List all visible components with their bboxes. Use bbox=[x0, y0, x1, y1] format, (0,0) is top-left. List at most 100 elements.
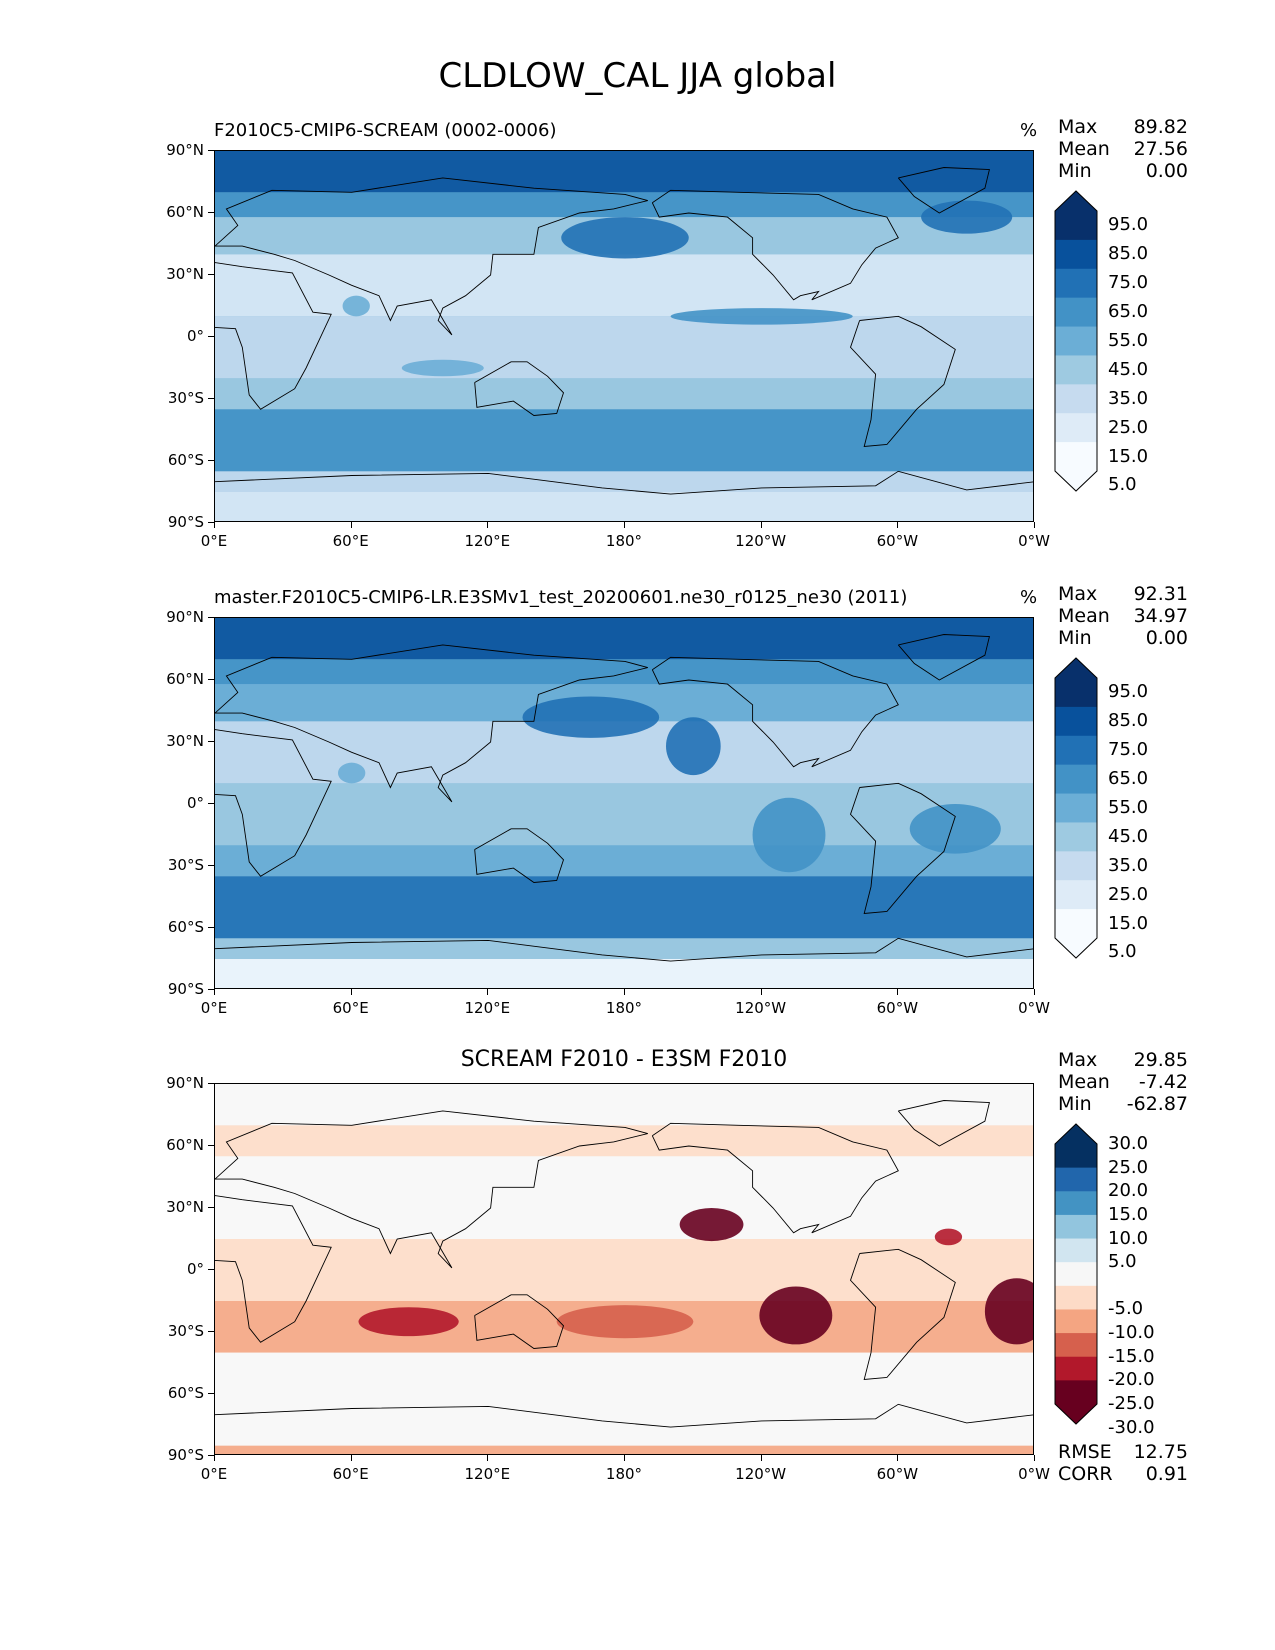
lon-tick bbox=[624, 1455, 625, 1461]
colorbar-tick-label: 5.0 bbox=[1108, 941, 1137, 963]
coastline bbox=[215, 262, 332, 410]
stat-label: RMSE bbox=[1058, 1441, 1112, 1463]
stat-label: Min bbox=[1058, 160, 1092, 182]
colorbar-tick-label: 85.0 bbox=[1108, 710, 1149, 732]
coastline bbox=[215, 937, 1033, 962]
coastline bbox=[897, 167, 990, 214]
lon-tick-label: 60°E bbox=[332, 532, 369, 550]
contour-blob bbox=[909, 804, 1001, 854]
coastline bbox=[651, 189, 899, 301]
lat-tick-label: 60°S bbox=[167, 451, 204, 469]
contour-band bbox=[215, 316, 1033, 379]
stat-value: 0.91 bbox=[1145, 1463, 1188, 1485]
contour-blob bbox=[522, 696, 660, 738]
stat-label: Max bbox=[1058, 583, 1098, 605]
lon-tick-label: 60°W bbox=[876, 1465, 919, 1483]
lat-tick-label: 30°S bbox=[167, 856, 204, 874]
stat-value: -7.42 bbox=[1138, 1071, 1188, 1093]
lon-tick bbox=[897, 522, 899, 528]
stat-value: 34.97 bbox=[1133, 605, 1188, 627]
contour-band bbox=[215, 1125, 1033, 1157]
stat-value: 89.82 bbox=[1133, 116, 1188, 138]
coastline bbox=[651, 1122, 899, 1234]
lon-tick bbox=[487, 1455, 489, 1461]
colorbar-tick-label: 15.0 bbox=[1108, 445, 1149, 467]
lon-tick bbox=[214, 989, 215, 995]
lat-tick bbox=[208, 336, 214, 337]
colorbar-segment bbox=[1055, 1238, 1097, 1263]
stat-row: Min 0.00 bbox=[1058, 627, 1188, 649]
lon-tick bbox=[760, 522, 762, 528]
contour-blob bbox=[342, 295, 370, 317]
lon-tick-label: 0°E bbox=[200, 999, 228, 1017]
colorbar-segment bbox=[1055, 384, 1097, 414]
colorbar-segment bbox=[1055, 678, 1097, 708]
lat-tick-label: 60°S bbox=[167, 918, 204, 936]
lon-tick-label: 180° bbox=[605, 532, 643, 550]
lon-tick-label: 120°E bbox=[464, 1465, 511, 1483]
colorbar-tick-label: -30.0 bbox=[1108, 1416, 1155, 1438]
contour-band bbox=[215, 1352, 1033, 1394]
lon-tick-label: 0°E bbox=[200, 532, 228, 550]
contour-blob bbox=[921, 200, 1013, 234]
contour-field bbox=[215, 618, 1033, 988]
lon-tick-label: 60°W bbox=[876, 532, 919, 550]
lat-tick bbox=[208, 398, 214, 399]
figure-title: CLDLOW_CAL JJA global bbox=[438, 56, 837, 96]
lat-tick-label: 90°N bbox=[166, 1074, 204, 1092]
stat-label: Mean bbox=[1058, 1071, 1110, 1093]
colorbar-segment bbox=[1055, 909, 1097, 939]
lat-tick bbox=[208, 274, 214, 275]
lat-tick bbox=[208, 150, 214, 151]
contour-band bbox=[215, 492, 1033, 521]
contour-blob bbox=[666, 717, 721, 776]
lat-tick bbox=[208, 927, 214, 928]
lon-tick bbox=[487, 522, 489, 528]
lat-tick bbox=[208, 617, 214, 618]
coastline bbox=[215, 470, 1033, 495]
lon-tick-label: 120°E bbox=[464, 999, 511, 1017]
lat-tick-label: 30°N bbox=[166, 265, 204, 283]
coastline bbox=[897, 634, 990, 681]
panel-title: F2010C5-CMIP6-SCREAM (0002-0006) bbox=[214, 120, 557, 141]
colorbar-segment bbox=[1055, 1380, 1097, 1405]
coastline bbox=[651, 656, 899, 768]
lon-tick bbox=[624, 522, 625, 528]
stat-value: 0.00 bbox=[1145, 160, 1188, 182]
lat-tick-label: 60°N bbox=[166, 670, 204, 688]
colorbar-segment bbox=[1055, 706, 1097, 737]
lon-tick bbox=[897, 989, 899, 995]
coastline bbox=[897, 1100, 990, 1147]
colorbar-tick-label: 65.0 bbox=[1108, 768, 1149, 790]
panel-title: SCREAM F2010 - E3SM F2010 bbox=[460, 1047, 788, 1072]
colorbar-container bbox=[1054, 1123, 1098, 1429]
contour-band bbox=[215, 1084, 1033, 1126]
stat-label: Mean bbox=[1058, 605, 1110, 627]
lat-tick bbox=[208, 679, 214, 680]
coastline bbox=[474, 361, 565, 416]
coastline bbox=[215, 177, 648, 336]
lat-tick-label: 0° bbox=[186, 327, 204, 345]
stat-label: CORR bbox=[1058, 1463, 1113, 1485]
stat-row: CORR 0.91 bbox=[1058, 1463, 1188, 1485]
contour-blob bbox=[556, 1305, 694, 1339]
stat-value: -62.87 bbox=[1126, 1093, 1188, 1115]
colorbar-segment bbox=[1055, 851, 1097, 881]
stat-value: 29.85 bbox=[1133, 1049, 1188, 1071]
stat-value: 92.31 bbox=[1133, 583, 1188, 605]
coastline bbox=[215, 1403, 1033, 1428]
summary-stats: Max 29.85 Mean -7.42 Min -62.87 bbox=[1058, 1049, 1188, 1115]
lon-tick bbox=[350, 1455, 352, 1461]
contour-blob bbox=[752, 797, 826, 873]
colorbar-segment bbox=[1055, 822, 1097, 852]
colorbar-tick-label: 25.0 bbox=[1108, 883, 1149, 905]
lon-tick-label: 180° bbox=[605, 999, 643, 1017]
colorbar-segment bbox=[1055, 355, 1097, 385]
map-plot bbox=[214, 150, 1034, 522]
lat-tick bbox=[208, 1207, 214, 1208]
lon-tick bbox=[214, 1455, 215, 1461]
lon-tick bbox=[1034, 1455, 1035, 1461]
contour-band bbox=[215, 876, 1033, 939]
contour-blob bbox=[934, 1228, 963, 1246]
lat-tick-label: 0° bbox=[186, 1260, 204, 1278]
